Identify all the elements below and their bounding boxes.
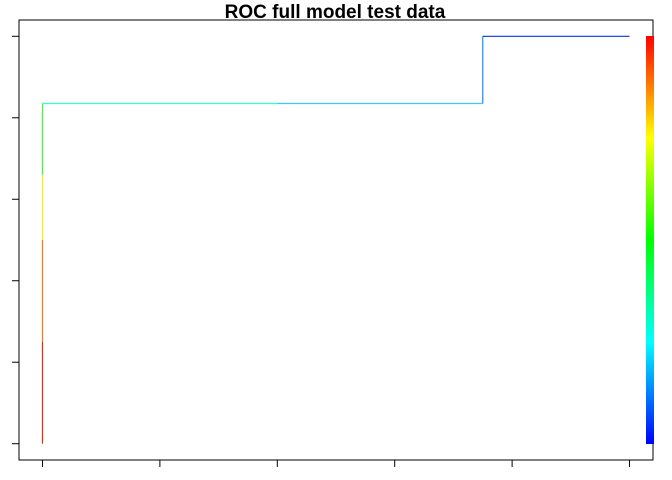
plot-frame (18, 19, 654, 461)
axis-ticks (12, 35, 631, 467)
colorbar (646, 36, 654, 444)
chart-title: ROC full model test data (225, 2, 446, 23)
roc-curve (41, 35, 630, 444)
